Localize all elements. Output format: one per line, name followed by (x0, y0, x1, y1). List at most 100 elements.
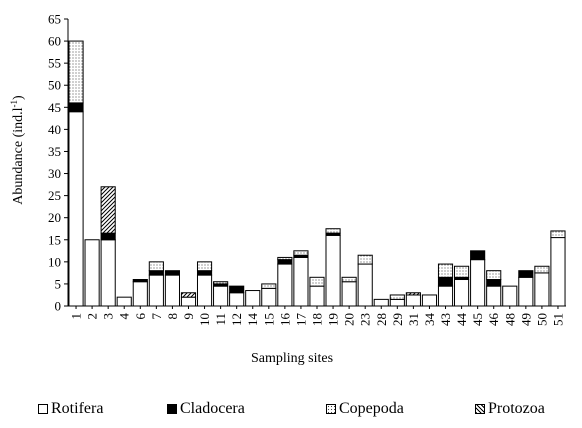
x-tick-label: 46 (486, 313, 501, 327)
bar-segment-copepoda-site-19 (325, 228, 341, 234)
legend-swatch-protozoa (475, 404, 485, 414)
legend: Rotifera Cladocera Copepoda Protozoa (38, 400, 578, 424)
bar-segment-protozoa-site-3 (100, 186, 116, 234)
bar-segment-copepoda-site-44 (454, 265, 470, 278)
x-tick-label: 48 (502, 313, 517, 326)
y-tick-label: 30 (48, 166, 61, 181)
bar-segment-copepoda-site-7 (148, 261, 164, 272)
bar-segment-copepoda-site-11 (213, 281, 229, 285)
bar-segment-copepoda-site-15 (261, 283, 277, 289)
bar-segment-rotifera-site-1 (68, 111, 84, 307)
bar-segment-rotifera-site-34 (421, 294, 438, 307)
bar-segment-rotifera-site-8 (164, 274, 180, 307)
x-tick-label: 18 (310, 313, 325, 326)
bar-segment-protozoa-site-31 (405, 292, 421, 296)
x-axis-title: Sampling sites (251, 351, 333, 366)
legend-label-protozoa: Protozoa (488, 400, 545, 417)
legend-label-rotifera: Rotifera (51, 400, 104, 417)
bar-segment-rotifera-site-6 (132, 281, 148, 307)
bars (68, 40, 566, 307)
stacked-bar-chart: Abundance (ind.l-1) Sampling sites 05101… (9, 12, 566, 366)
bar-segment-cladocera-site-3 (100, 232, 116, 241)
bar-segment-cladocera-site-46 (486, 279, 502, 287)
bar-segment-copepoda-site-23 (357, 254, 373, 265)
legend-item-cladocera: Cladocera (167, 400, 245, 418)
bar-segment-rotifera-site-2 (84, 239, 100, 307)
x-tick-label: 14 (245, 313, 260, 327)
bar-segment-rotifera-site-28 (373, 298, 389, 307)
bar-segment-copepoda-site-46 (486, 270, 502, 281)
y-axis-ticks: 0 5 10 15 20 25 30 35 40 45 50 55 60 65 (48, 12, 68, 314)
y-tick-label: 45 (48, 100, 61, 115)
x-tick-label: 8 (165, 313, 180, 320)
x-tick-label: 49 (518, 313, 533, 326)
x-axis-ticks: 1 2 3 4 6 7 8 9 10 11 12 14 15 16 17 18 19 20 23 28 29 31 34 43… (69, 306, 565, 327)
x-tick-label: 28 (374, 313, 389, 326)
bar-segment-rotifera-site-16 (277, 263, 293, 307)
legend-item-protozoa: Protozoa (475, 400, 545, 418)
y-tick-label: 50 (48, 78, 61, 93)
bar-segment-cladocera-site-49 (518, 270, 534, 278)
y-tick-label: 60 (48, 34, 61, 49)
legend-label-copepoda: Copepoda (339, 400, 404, 417)
bar-segment-rotifera-site-29 (389, 298, 405, 307)
bar-segment-cladocera-site-7 (148, 270, 164, 276)
x-tick-label: 43 (438, 313, 453, 326)
x-tick-label: 19 (326, 313, 341, 326)
bar-segment-copepoda-site-18 (309, 276, 325, 287)
bar-segment-cladocera-site-10 (196, 270, 213, 276)
bar-segment-protozoa-site-9 (180, 292, 197, 298)
bar-segment-rotifera-site-31 (405, 294, 421, 307)
x-tick-label: 17 (293, 313, 308, 327)
bar-segment-rotifera-site-45 (470, 259, 486, 307)
x-tick-label: 23 (358, 313, 373, 326)
y-tick-label: 35 (48, 144, 61, 159)
bar-segment-copepoda-site-50 (534, 265, 550, 274)
bar-segment-rotifera-site-10 (196, 274, 213, 307)
legend-label-cladocera: Cladocera (180, 400, 245, 417)
bar-segment-rotifera-site-20 (341, 281, 357, 307)
bar-segment-copepoda-site-1 (68, 40, 84, 104)
bar-segment-copepoda-site-43 (437, 263, 454, 278)
bar-segment-rotifera-site-46 (486, 285, 502, 307)
y-tick-label: 15 (48, 232, 61, 247)
bar-segment-copepoda-site-10 (196, 261, 213, 272)
y-tick-label: 40 (48, 122, 61, 137)
bar-segment-rotifera-site-11 (213, 285, 229, 307)
bar-segment-cladocera-site-12 (229, 285, 245, 294)
bar-segment-rotifera-site-50 (534, 272, 550, 307)
x-tick-label: 15 (261, 313, 276, 326)
bar-segment-rotifera-site-48 (502, 285, 518, 307)
x-tick-label: 50 (534, 313, 549, 326)
legend-item-copepoda: Copepoda (326, 400, 404, 418)
x-tick-label: 2 (85, 313, 100, 320)
x-tick-label: 34 (422, 313, 437, 327)
bar-segment-rotifera-site-9 (180, 296, 197, 307)
bar-segment-cladocera-site-8 (164, 270, 180, 276)
bar-segment-rotifera-site-17 (293, 256, 309, 307)
bar-segment-cladocera-site-6 (132, 279, 148, 283)
bar-segment-rotifera-site-51 (550, 237, 566, 307)
bar-segment-copepoda-site-51 (550, 230, 566, 239)
x-tick-label: 1 (69, 313, 84, 320)
bar-segment-cladocera-site-45 (470, 250, 486, 261)
y-axis-title: Abundance (ind.l-1) (9, 95, 26, 205)
x-tick-label: 31 (406, 313, 421, 326)
bar-segment-copepoda-site-29 (389, 294, 405, 300)
y-tick-label: 25 (48, 188, 61, 203)
bar-segment-rotifera-site-15 (261, 287, 277, 307)
bar-segment-rotifera-site-4 (116, 296, 132, 307)
bar-segment-rotifera-site-12 (229, 292, 245, 307)
x-tick-label: 29 (390, 313, 405, 326)
bar-segment-cladocera-site-1 (68, 102, 84, 113)
bar-segment-rotifera-site-49 (518, 276, 534, 307)
x-tick-label: 10 (197, 313, 212, 326)
bar-segment-rotifera-site-43 (437, 285, 454, 307)
x-tick-label: 44 (454, 313, 469, 327)
x-tick-label: 45 (470, 313, 485, 326)
bar-segment-rotifera-site-19 (325, 234, 341, 307)
legend-swatch-rotifera (38, 404, 48, 414)
bar-segment-cladocera-site-16 (277, 259, 293, 265)
x-tick-label: 51 (550, 313, 565, 326)
bar-segment-cladocera-site-43 (437, 276, 454, 287)
